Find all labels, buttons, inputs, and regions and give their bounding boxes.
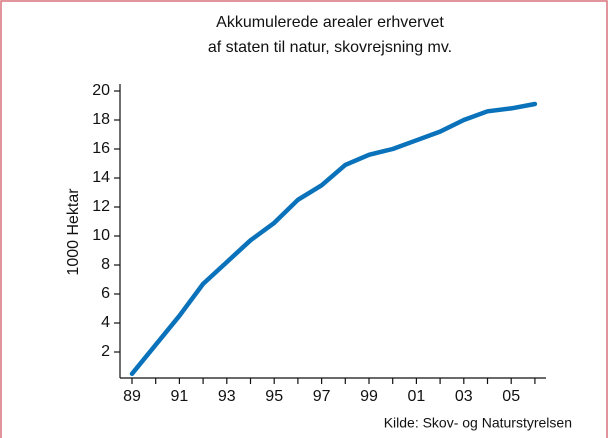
- x-tick-label: 91: [171, 388, 189, 405]
- y-tick-label: 16: [92, 140, 110, 157]
- x-tick-label: 05: [502, 388, 520, 405]
- x-tick-label: 89: [123, 388, 141, 405]
- y-tick-label: 2: [101, 343, 110, 360]
- y-tick-label: 10: [92, 227, 110, 244]
- y-tick-label: 8: [101, 256, 110, 273]
- source: Kilde: Skov- og Naturstyrelsen: [384, 415, 572, 431]
- x-tick-label: 95: [265, 388, 283, 405]
- y-tick-label: 14: [92, 169, 110, 186]
- y-tick-label: 4: [101, 314, 110, 331]
- chart-title: af staten til natur, skovrejsning mv.: [208, 39, 452, 56]
- x-tick-label: 01: [408, 388, 426, 405]
- x-tick-label: 03: [455, 388, 473, 405]
- y-tick-label: 12: [92, 198, 110, 215]
- y-tick-label: 6: [101, 285, 110, 302]
- x-tick-label: 93: [218, 388, 236, 405]
- y-axis-label: 1000 Hektar: [65, 188, 82, 276]
- x-tick-label: 99: [360, 388, 378, 405]
- data-line: [129, 101, 538, 377]
- y-tick-label: 18: [92, 111, 110, 128]
- chart-title: Akkumulerede arealer erhvervet: [216, 14, 444, 31]
- y-tick-label: 20: [92, 82, 110, 99]
- x-tick-label: 97: [313, 388, 331, 405]
